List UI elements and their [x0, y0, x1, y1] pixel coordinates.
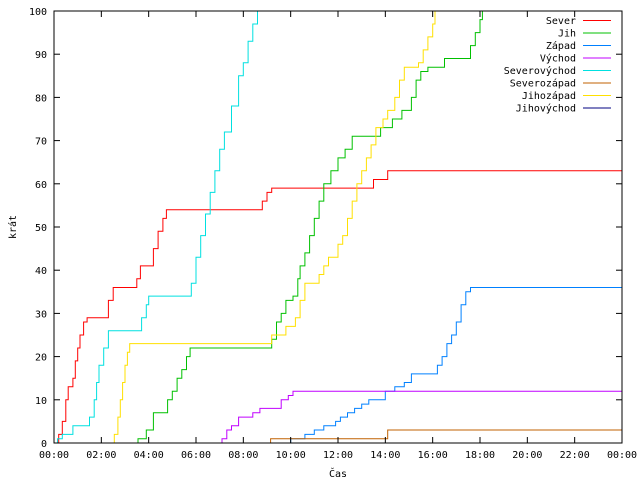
legend-label: Jih — [558, 29, 576, 40]
series-line-jih — [54, 11, 622, 443]
x-axis-label: Čas — [329, 467, 347, 480]
legend-label: Jihozápad — [522, 90, 576, 102]
y-tick-label: 0 — [41, 439, 47, 450]
y-tick-label: 70 — [35, 137, 47, 148]
x-tick-label: 16:00 — [418, 450, 448, 461]
x-tick-label: 18:00 — [465, 450, 495, 461]
x-tick-label: 22:00 — [560, 450, 590, 461]
legend-label: Jihovýchod — [516, 103, 576, 115]
series-line-severozápad — [54, 429, 622, 443]
x-tick-label: 04:00 — [134, 450, 164, 461]
legend-label: Severovýchod — [504, 65, 576, 77]
series-line-západ — [54, 287, 622, 443]
y-axis-label: krát — [7, 215, 19, 239]
y-tick-label: 40 — [35, 266, 47, 277]
x-tick-label: 02:00 — [86, 450, 116, 461]
legend-label: Východ — [540, 53, 576, 65]
legend-label: Západ — [546, 40, 576, 52]
y-tick-label: 30 — [35, 309, 47, 320]
y-tick-label: 80 — [35, 93, 47, 104]
x-tick-label: 00:00 — [607, 450, 637, 461]
series-line-jihozápad — [54, 11, 622, 443]
x-tick-label: 14:00 — [370, 450, 400, 461]
series-line-sever — [54, 170, 622, 443]
legend-label: Sever — [546, 16, 576, 27]
y-tick-label: 90 — [35, 50, 47, 61]
legend: Sever JihZápadVýchodSeverovýchodSeverozáp… — [504, 16, 611, 115]
series-line-severovýchod — [54, 11, 622, 443]
y-tick-label: 10 — [35, 396, 47, 407]
x-tick-label: 06:00 — [181, 450, 211, 461]
y-tick-label: 20 — [35, 353, 47, 364]
legend-label: Severozápad — [510, 78, 576, 90]
y-tick-label: 60 — [35, 180, 47, 191]
x-tick-label: 12:00 — [323, 450, 353, 461]
x-tick-label: 00:00 — [39, 450, 69, 461]
x-tick-label: 08:00 — [228, 450, 258, 461]
x-tick-label: 10:00 — [276, 450, 306, 461]
axis-layer: 0 10 20 30 40 50 60 70 80 90 100 00:00 02:00 04:00 06:… — [29, 7, 637, 461]
y-tick-label: 50 — [35, 223, 47, 234]
x-tick-label: 20:00 — [512, 450, 542, 461]
y-tick-label: 100 — [29, 7, 47, 18]
series-line-východ — [54, 390, 622, 443]
series-layer — [54, 11, 622, 443]
